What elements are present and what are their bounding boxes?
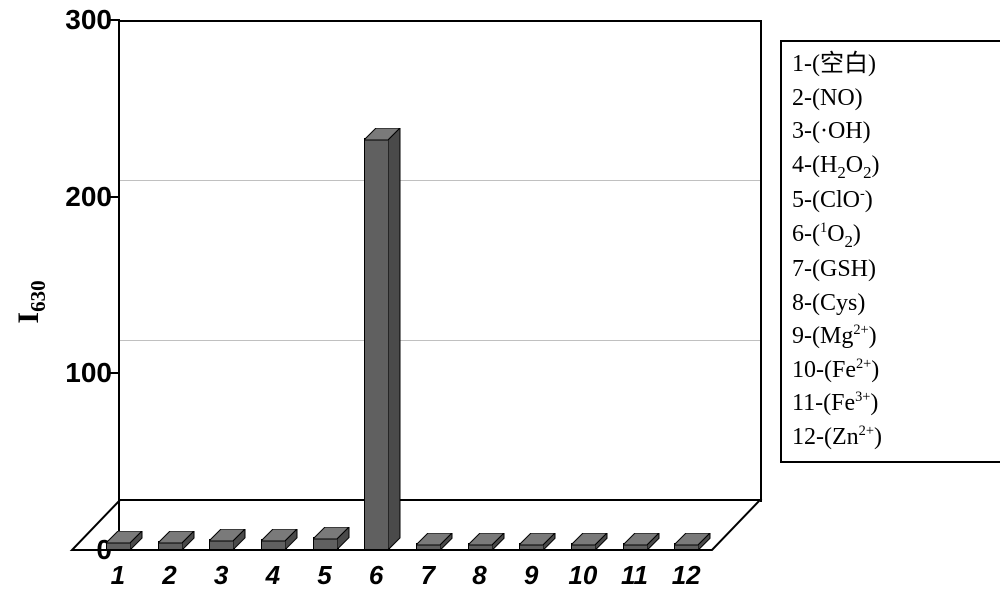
bar	[519, 545, 543, 550]
xtick-label: 8	[472, 560, 486, 591]
xtick-label: 12	[672, 560, 701, 591]
bar-side	[233, 529, 247, 552]
bar-side	[130, 531, 144, 552]
legend-entry: 6-(1O2)	[792, 218, 992, 253]
legend-entry: 10-(Fe2+)	[792, 354, 992, 388]
xtick-label: 10	[568, 560, 597, 591]
y-axis-label: I630	[12, 280, 51, 323]
legend-entry: 1-(空白)	[792, 48, 992, 82]
xtick-label: 9	[524, 560, 538, 591]
legend-entry: 2-(NO)	[792, 82, 992, 116]
bar	[468, 545, 492, 550]
legend-entry: 8-(Cys)	[792, 287, 992, 321]
xtick-label: 11	[621, 560, 648, 591]
xtick-label: 7	[421, 560, 435, 591]
bar-side	[595, 533, 609, 552]
ytick-mark	[110, 372, 120, 374]
bar-side	[492, 533, 506, 552]
bar-side	[647, 533, 661, 552]
bar	[364, 140, 388, 550]
xtick-label: 4	[266, 560, 280, 591]
chart-canvas: I630 0100200300 123456789101112 1-(空白)2-…	[0, 0, 1000, 603]
bar-side	[182, 531, 196, 552]
legend-entry: 3-(·OH)	[792, 115, 992, 149]
bar-side	[388, 128, 402, 552]
ytick-label: 100	[65, 357, 112, 389]
bar	[313, 539, 337, 550]
bar-side	[285, 529, 299, 552]
xtick-label: 1	[111, 560, 125, 591]
bar	[674, 545, 698, 550]
bar-front	[364, 138, 390, 550]
legend-entry: 12-(Zn2+)	[792, 421, 992, 455]
bar-side	[440, 533, 454, 552]
xtick-label: 3	[214, 560, 228, 591]
xtick-label: 2	[162, 560, 176, 591]
bar	[261, 541, 285, 550]
legend-entry: 5-(ClO-)	[792, 184, 992, 218]
legend-entry: 4-(H2O2)	[792, 149, 992, 184]
bar	[209, 541, 233, 550]
ytick-mark	[110, 19, 120, 21]
bar	[416, 545, 440, 550]
bar-side	[337, 527, 351, 552]
legend-entry: 9-(Mg2+)	[792, 320, 992, 354]
legend-entry: 11-(Fe3+)	[792, 387, 992, 421]
ytick-label: 200	[65, 181, 112, 213]
xtick-label: 5	[317, 560, 331, 591]
plot-area: 0100200300 123456789101112	[120, 20, 760, 560]
ytick-label: 300	[65, 4, 112, 36]
legend-entry: 7-(GSH)	[792, 253, 992, 287]
bar-side	[543, 533, 557, 552]
legend-box: 1-(空白)2-(NO)3-(·OH)4-(H2O2)5-(ClO-)6-(1O…	[780, 40, 1000, 463]
bar-side	[698, 533, 712, 552]
bars-group	[120, 20, 760, 550]
bar	[106, 543, 130, 550]
xtick-label: 6	[369, 560, 383, 591]
ytick-mark	[110, 196, 120, 198]
bar	[158, 543, 182, 550]
bar	[623, 545, 647, 550]
bar	[571, 545, 595, 550]
